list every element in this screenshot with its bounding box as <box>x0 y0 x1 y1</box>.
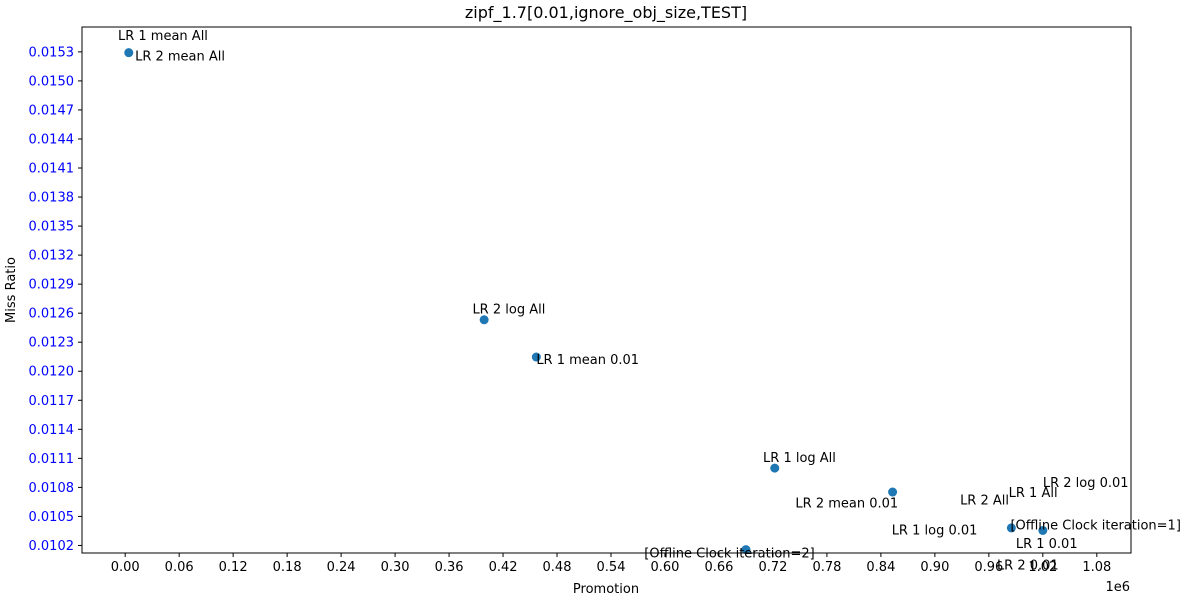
x-tick-label: 1.02 <box>1028 560 1057 575</box>
x-tick-label: 0.18 <box>273 560 302 575</box>
y-axis-label: Miss Ratio <box>4 257 19 323</box>
data-point <box>741 545 751 555</box>
y-tick-label: 0.0144 <box>29 132 75 147</box>
x-tick-label: 0.60 <box>651 560 680 575</box>
y-tick-label: 0.0135 <box>29 220 75 235</box>
x-tick-label: 0.00 <box>111 560 140 575</box>
y-axis: 0.0102 0.0105 0.0108 0.0111 0.0114 0.0117 0.01… <box>29 45 82 554</box>
x-tick-label: 0.84 <box>866 560 895 575</box>
data-points <box>124 48 1048 555</box>
point-label: LR 1 mean All <box>118 29 208 44</box>
y-tick-label: 0.0114 <box>29 423 75 438</box>
y-tick-label: 0.0120 <box>29 365 75 380</box>
x-tick-label: 0.78 <box>812 560 841 575</box>
point-label: [Offline Clock iteration=1] <box>1010 518 1180 533</box>
y-tick-label: 0.0138 <box>29 191 75 206</box>
point-label: LR 2 mean 0.01 <box>795 496 898 511</box>
plot-frame <box>81 26 1132 554</box>
y-tick-label: 0.0153 <box>29 45 75 60</box>
x-tick-label: 0.66 <box>704 560 733 575</box>
y-tick-label: 0.0108 <box>29 481 75 496</box>
x-tick-label: 0.12 <box>219 560 248 575</box>
data-point <box>124 48 134 58</box>
point-label: LR 2 All <box>960 493 1009 508</box>
data-point <box>479 315 489 325</box>
point-label: LR 2 0.01 <box>997 559 1059 574</box>
y-tick-label: 0.0117 <box>29 394 75 409</box>
data-point <box>770 463 780 473</box>
x-tick-label: 0.06 <box>165 560 194 575</box>
point-label: [Offline Clock iteration=2] <box>644 547 814 562</box>
x-tick-label: 0.30 <box>381 560 410 575</box>
point-label: LR 1 log 0.01 <box>892 523 978 538</box>
data-point <box>1006 523 1016 533</box>
point-label: LR 2 log 0.01 <box>1043 476 1129 491</box>
x-axis-offset-label: 1e6 <box>1105 580 1130 595</box>
y-tick-label: 0.0126 <box>29 307 75 322</box>
x-tick-label: 0.54 <box>597 560 626 575</box>
point-label: LR 1 mean 0.01 <box>536 353 639 368</box>
point-label: LR 2 log All <box>472 303 545 318</box>
y-tick-label: 0.0132 <box>29 249 75 264</box>
x-tick-label: 0.96 <box>974 560 1003 575</box>
chart-title: zipf_1.7[0.01,ignore_obj_size,TEST] <box>465 3 747 23</box>
point-labels: LR 1 mean All LR 2 mean All LR 2 log All LR… <box>118 29 1181 574</box>
point-label: LR 1 0.01 <box>1016 537 1078 552</box>
point-label: LR 2 mean All <box>135 49 225 64</box>
y-tick-label: 0.0123 <box>29 336 75 351</box>
x-tick-label: 0.90 <box>920 560 949 575</box>
y-tick-label: 0.0129 <box>29 278 75 293</box>
y-tick-label: 0.0111 <box>29 452 75 467</box>
x-tick-label: 0.24 <box>327 560 356 575</box>
y-tick-label: 0.0141 <box>29 162 75 177</box>
y-tick-label: 0.0150 <box>29 74 75 89</box>
y-tick-label: 0.0105 <box>29 510 75 525</box>
y-tick-label: 0.0147 <box>29 103 75 118</box>
x-tick-label: 0.72 <box>758 560 787 575</box>
x-tick-label: 0.36 <box>435 560 464 575</box>
data-point <box>1038 525 1048 535</box>
y-tick-label: 0.0102 <box>29 539 75 554</box>
point-label: LR 1 All <box>1009 486 1058 501</box>
x-tick-label: 1.08 <box>1082 560 1111 575</box>
x-tick-label: 0.42 <box>489 560 518 575</box>
x-axis: 0.00 0.06 0.12 0.18 0.24 0.30 0.36 0.42 0.48 0.54… <box>111 553 1111 575</box>
point-label: LR 1 log All <box>763 451 836 466</box>
x-axis-label: Promotion <box>573 582 639 597</box>
data-point <box>888 487 898 497</box>
data-point <box>531 352 541 362</box>
x-tick-label: 0.48 <box>543 560 572 575</box>
